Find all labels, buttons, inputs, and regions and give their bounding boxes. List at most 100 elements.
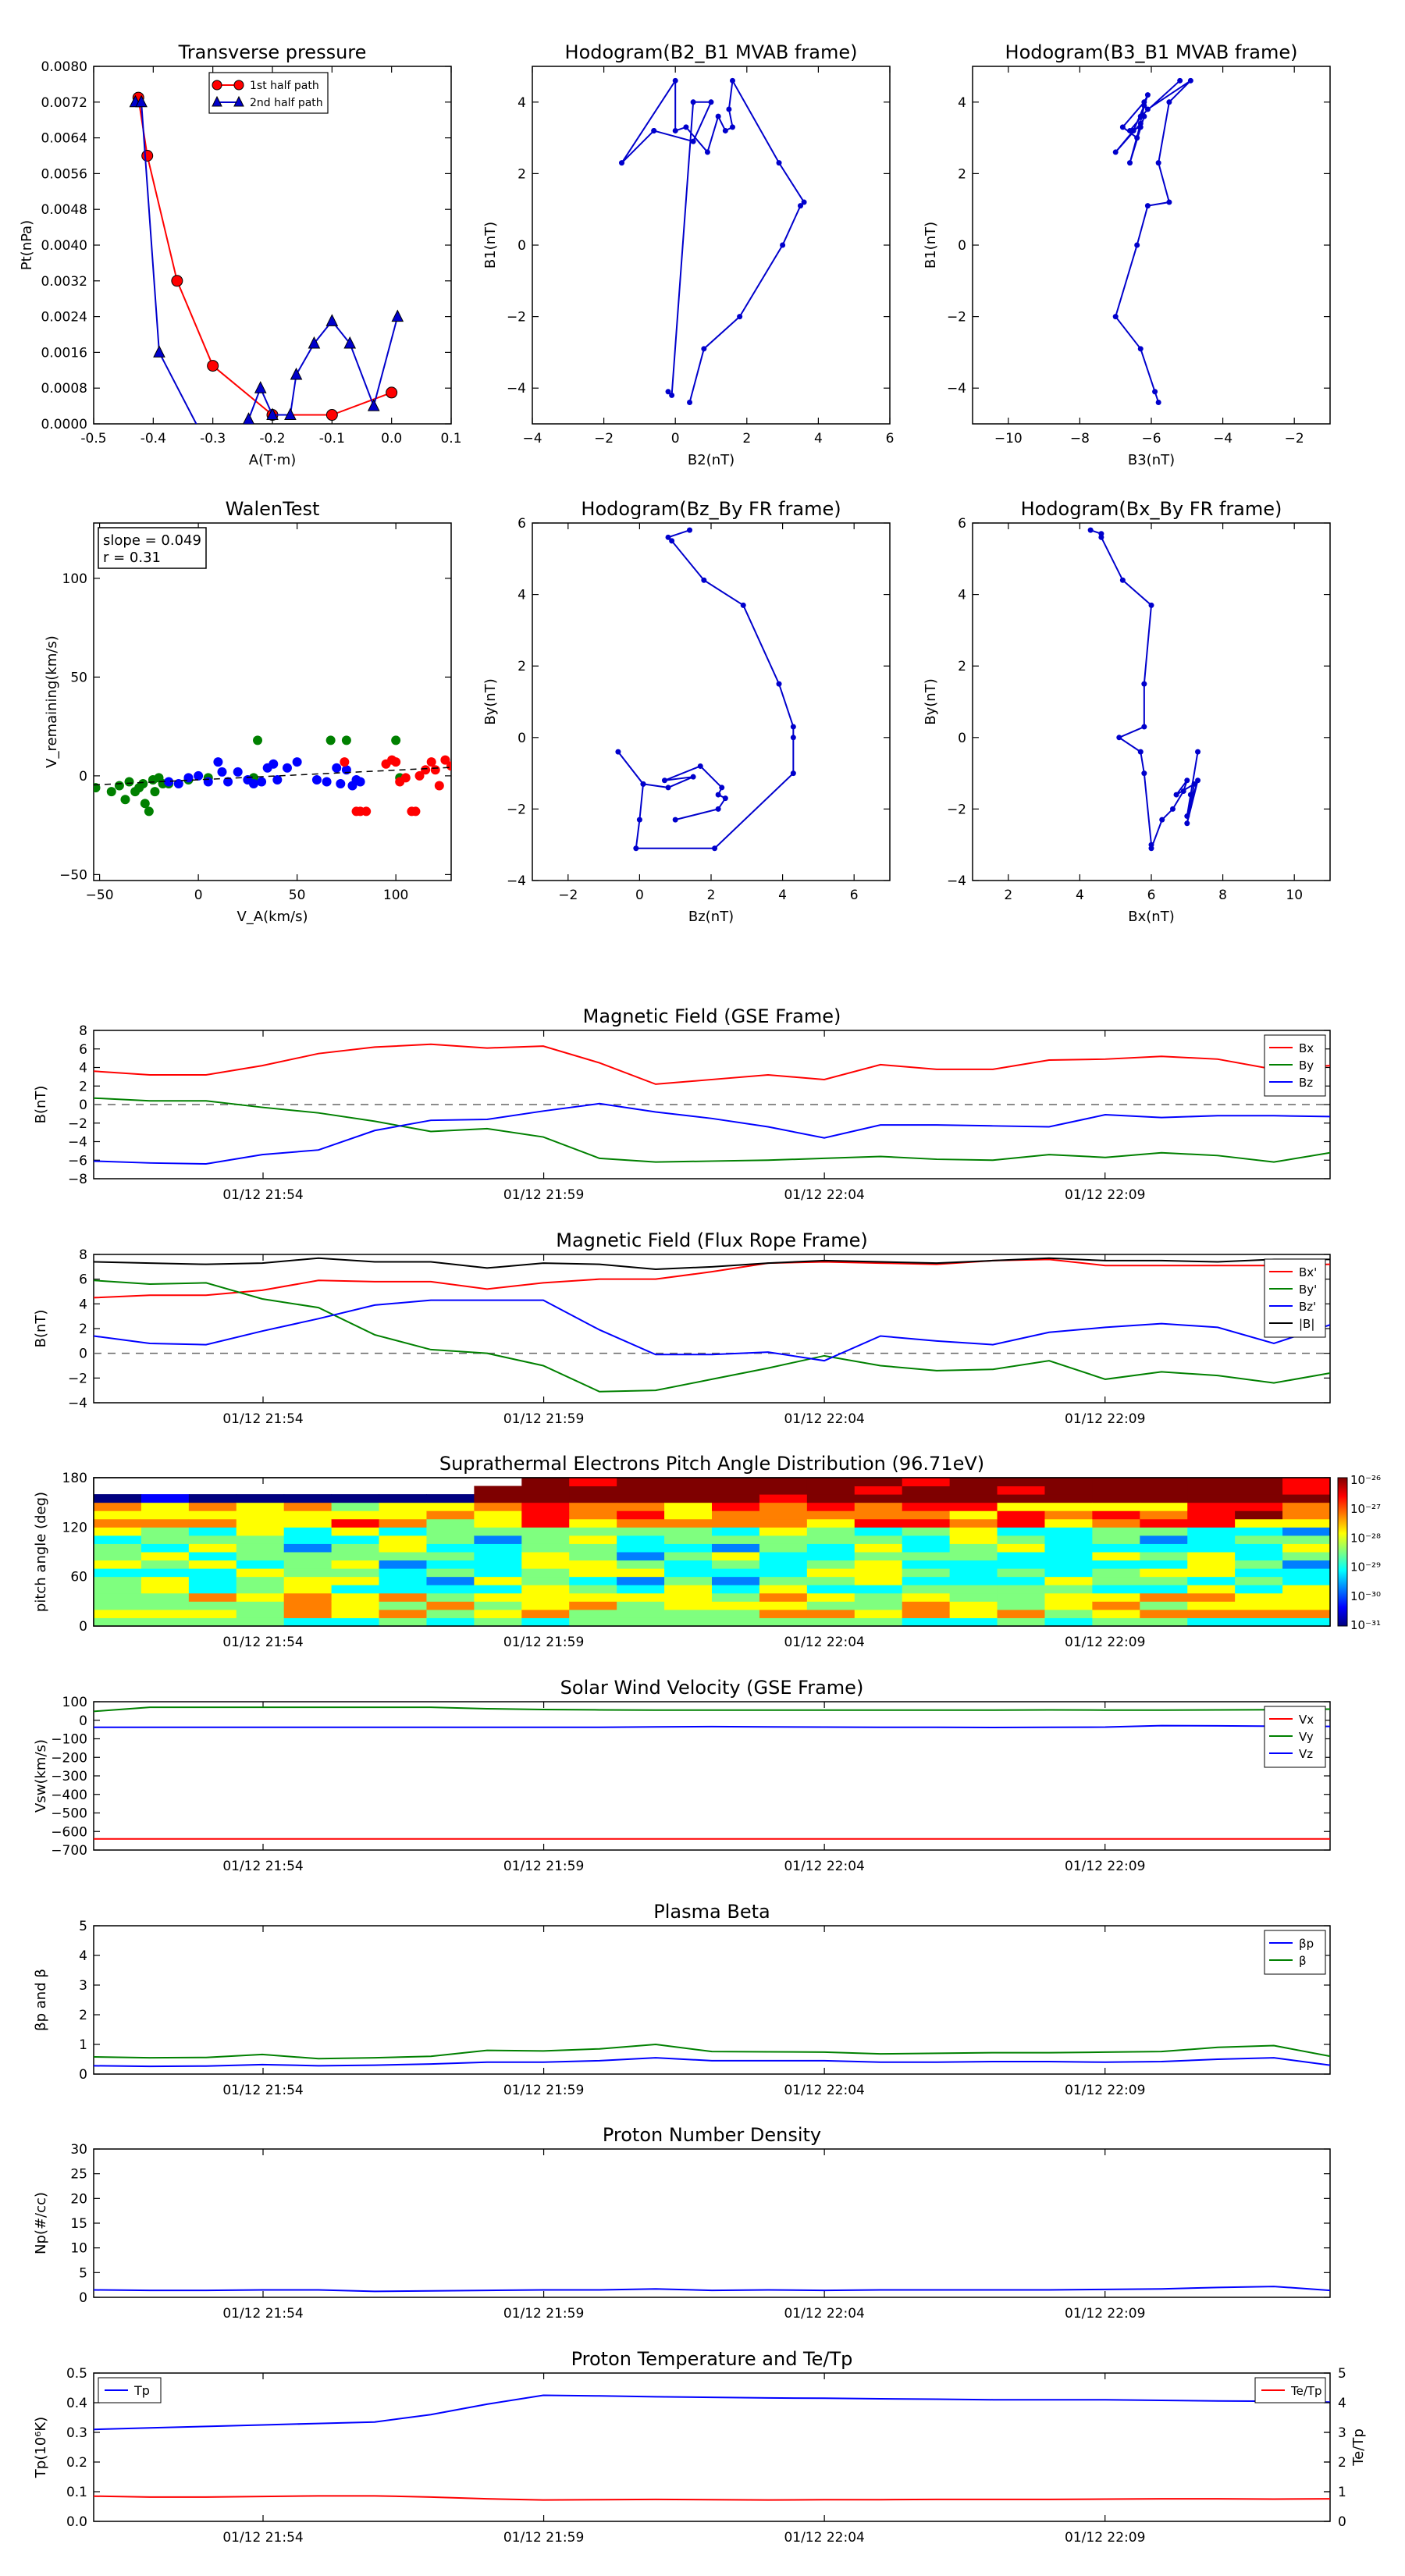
data-point	[135, 94, 148, 108]
heatmap-cell	[712, 1494, 760, 1503]
series-line	[94, 2043, 1330, 2060]
y-tick-label: 0	[79, 1713, 87, 1729]
heatmap-cell	[474, 1485, 522, 1495]
heatmap-cell	[94, 1518, 142, 1528]
heatmap-cell	[902, 1585, 951, 1594]
heatmap-cell	[712, 1502, 760, 1511]
data-point	[1137, 749, 1144, 755]
data-point	[640, 781, 646, 787]
data-point	[1137, 113, 1144, 119]
heatmap-cell	[1187, 1527, 1236, 1536]
data-point	[266, 407, 279, 421]
y-tick-label: 8	[79, 1247, 87, 1263]
heatmap-cell	[236, 1585, 285, 1594]
heatmap-cell	[236, 1502, 285, 1511]
y-tick-label: 0.0032	[41, 274, 87, 290]
heatmap-cell	[902, 1560, 951, 1569]
heatmap-cell	[1187, 1585, 1236, 1594]
x-tick-label: 01/12 22:09	[1065, 2083, 1145, 2098]
y-tick-label: 0.4	[66, 2396, 87, 2411]
data-point	[665, 534, 671, 540]
x-tick-label: 0	[194, 888, 203, 903]
legend-label: Vx	[1299, 1713, 1314, 1727]
legend-box	[1264, 1930, 1326, 1975]
y-tick-label: 4	[79, 1061, 87, 1076]
data-point	[669, 538, 675, 544]
data-point	[1130, 127, 1136, 133]
heatmap-cell	[474, 1518, 522, 1528]
heatmap-cell	[474, 1609, 522, 1618]
data-point	[1127, 160, 1133, 166]
heatmap-cell	[521, 1601, 570, 1610]
y-tick-label: 2	[79, 1079, 87, 1094]
series-line	[94, 1102, 1330, 1165]
heatmap-cell	[902, 1485, 951, 1495]
heatmap-cell	[1187, 1560, 1236, 1569]
heatmap-cell	[902, 1601, 951, 1610]
heatmap-cell	[1187, 1592, 1236, 1602]
heatmap-cell	[617, 1527, 665, 1536]
plot-frame	[532, 522, 891, 881]
plot-frame	[93, 1477, 1331, 1627]
heatmap-cell	[806, 1552, 855, 1561]
plot-series-group	[615, 527, 796, 852]
heatmap-cell	[331, 1592, 380, 1602]
heatmap-cell	[379, 1585, 427, 1594]
heatmap-cell	[854, 1518, 903, 1528]
heatmap-cell	[902, 1518, 951, 1528]
data-point	[683, 124, 689, 130]
heatmap-cell	[1235, 1543, 1283, 1553]
heatmap-cell	[94, 1585, 142, 1594]
heatmap-cell	[806, 1478, 855, 1487]
y-tick-label: 6	[958, 516, 966, 532]
data-point	[740, 602, 746, 608]
heatmap-cell	[1235, 1485, 1283, 1495]
heatmap-cell	[1140, 1601, 1188, 1610]
heatmap-cell	[94, 1502, 142, 1511]
y-tick-label: −4	[507, 381, 526, 397]
x-tick-label: 01/12 21:59	[503, 2306, 584, 2322]
data-point	[140, 799, 150, 809]
x-tick-label: 01/12 22:04	[784, 1187, 864, 1203]
heatmap-cell	[1282, 1568, 1331, 1578]
heatmap-cell	[854, 1560, 903, 1569]
heatmap-cell	[1235, 1552, 1283, 1561]
plot-series-group	[94, 2394, 1330, 2501]
heatmap-cell	[1282, 1617, 1331, 1627]
y-tick-label: −2	[947, 310, 966, 326]
series-line	[1115, 80, 1192, 403]
data-point	[1166, 99, 1172, 105]
heatmap-cell	[1282, 1494, 1331, 1503]
heatmap-cell	[949, 1576, 998, 1585]
data-point	[665, 785, 671, 791]
legend-box	[208, 72, 329, 114]
heatmap-cell	[521, 1560, 570, 1569]
heatmap-cell	[1140, 1560, 1188, 1569]
data-point	[257, 777, 267, 787]
y-tick-label: −2	[68, 1371, 87, 1386]
heatmap-cell	[379, 1510, 427, 1520]
data-point	[776, 160, 782, 166]
data-point	[1173, 792, 1179, 798]
data-point	[272, 774, 283, 785]
heatmap-cell	[283, 1543, 333, 1553]
heatmap-cell	[94, 1535, 142, 1544]
plot-series-group	[94, 735, 451, 817]
chart-title: Solar Wind Velocity (GSE Frame)	[560, 1677, 864, 1699]
x-tick-label: 6	[886, 431, 895, 447]
heatmap-cell	[806, 1560, 855, 1569]
heatmap-cell	[188, 1552, 237, 1561]
heatmap-cell	[664, 1560, 713, 1569]
heatmap-cell	[617, 1609, 665, 1618]
y-tick-label: 180	[62, 1471, 87, 1486]
legend-marker	[233, 95, 244, 107]
heatmap-cell	[617, 1502, 665, 1511]
x-tick-label: −6	[1141, 431, 1161, 447]
data-point	[341, 735, 351, 745]
heatmap-cell	[379, 1518, 427, 1528]
heatmap-cell	[521, 1552, 570, 1561]
heatmap-cell	[94, 1576, 142, 1585]
plot-frame	[972, 66, 1331, 425]
heatmap-cell	[759, 1552, 808, 1561]
heatmap-cell	[1235, 1601, 1283, 1610]
